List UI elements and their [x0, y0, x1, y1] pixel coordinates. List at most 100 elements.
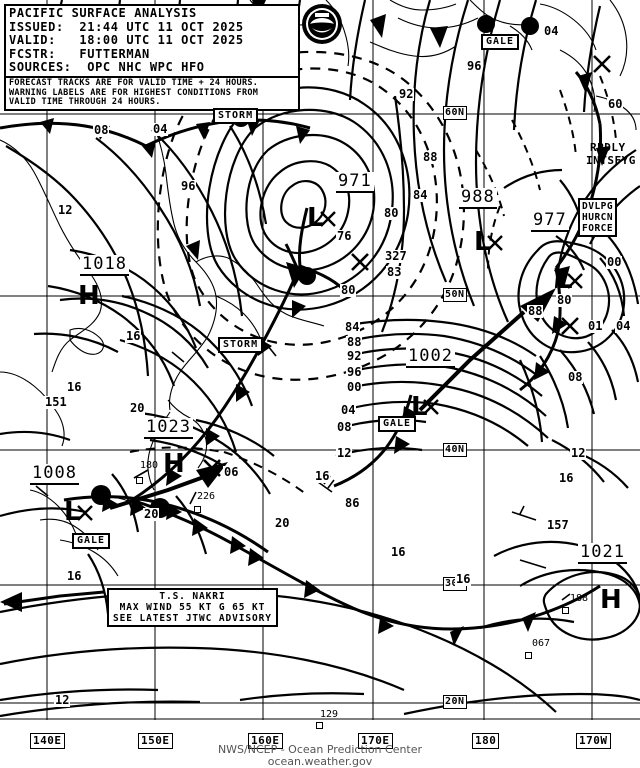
isobar-label: 16 [125, 329, 142, 343]
header-fcstr: FCSTR: FUTTERMAN [9, 46, 150, 61]
lat-label-20n: 20N [443, 695, 467, 709]
isobar-label: 04 [543, 24, 560, 38]
isobar-label: 88 [422, 150, 439, 164]
note-line-1: FORECAST TRACKS ARE FOR VALID TIME + 24 … [9, 78, 259, 88]
header-sources: SOURCES: OPC NHC WPC HFO [9, 60, 205, 74]
hurcn-line-3: FORCE [582, 223, 614, 234]
isobar-label: 08 [567, 370, 584, 384]
isobar-label: 16 [66, 380, 83, 394]
isobar-label: 92 [346, 349, 363, 363]
warning-box-gale: GALE [481, 34, 520, 50]
isobar-label: 86 [344, 496, 361, 510]
header-valid: VALID: 18:00 UTC 11 OCT 2025 [9, 33, 244, 47]
station-plot-value: 129 [320, 709, 339, 720]
isobar-label: 88 [527, 304, 544, 318]
isobar-label: 84 [344, 320, 361, 334]
isobar-label: 04 [340, 403, 357, 417]
lat-label-50n: 50N [443, 288, 467, 302]
system-label-977: 977 [531, 210, 569, 232]
note-line-3: VALID TIME THROUGH 24 HOURS. [9, 97, 161, 107]
credit-line-2: ocean.weather.gov [267, 755, 373, 768]
lon-label-170w: 170W [576, 733, 611, 749]
annotation-rpdly: RPDLY [590, 141, 626, 154]
low-center-marker: L [411, 392, 428, 422]
isobar-label: 16 [558, 471, 575, 485]
system-label-1023: 1023 [144, 417, 193, 439]
station-symbol-icon [562, 607, 569, 614]
lon-label-180: 180 [472, 733, 500, 749]
wind-barbs [35, 345, 571, 601]
lon-label-160e: 160E [248, 733, 283, 749]
system-label-1021: 1021 [578, 542, 627, 564]
credit-line-1: NWS/NCEP - Ocean Prediction Center [217, 743, 423, 756]
station-plot-value: 180 [140, 460, 159, 471]
station-symbol-icon [136, 477, 143, 484]
isobar-label: 76 [336, 229, 353, 243]
station-symbol-icon [316, 722, 323, 729]
isobar-label: 20 [143, 507, 160, 521]
isobar-label: 06 [223, 465, 240, 479]
isobar-label: 96 [180, 179, 197, 193]
station-symbol-icon [525, 652, 532, 659]
warning-box-storm: STORM [213, 108, 259, 124]
isobar-label: 16 [314, 469, 331, 483]
ts-wind: MAX WIND 55 KT G 65 KT [119, 602, 266, 613]
lon-label-140e: 140E [30, 733, 65, 749]
header-box: PACIFIC SURFACE ANALYSIS ISSUED: 21:44 U… [4, 4, 300, 78]
annotation-intsfyg: INTSFYG [586, 154, 636, 167]
header-title: PACIFIC SURFACE ANALYSIS [9, 6, 197, 20]
system-label-1008: 1008 [30, 463, 79, 485]
isobar-label: 16 [390, 545, 407, 559]
high-center-marker: H [163, 449, 185, 479]
forecast-note-box: FORECAST TRACKS ARE FOR VALID TIME + 24 … [4, 76, 300, 111]
note-line-2: WARNING LABELS ARE FOR HIGHEST CONDITION… [9, 87, 259, 98]
system-label-971: 971 [336, 171, 374, 193]
isobar-label: 20 [274, 516, 291, 530]
lon-label-170e: 170E [358, 733, 393, 749]
lon-label-150e: 150E [138, 733, 173, 749]
high-center-marker: H [78, 281, 100, 311]
isobar-label: 96 [466, 59, 483, 73]
isobar-label: 12 [54, 693, 71, 707]
isobar-label: 08 [93, 123, 110, 137]
low-center-marker: L [307, 203, 324, 233]
isobar-label: 00 [346, 380, 363, 394]
lat-label-40n: 40N [443, 443, 467, 457]
station-plot-value: 188 [570, 593, 589, 604]
hurcn-line-1: DVLPG [582, 201, 614, 212]
station-plot-value: 226 [197, 491, 216, 502]
noaa-seal-icon [302, 4, 342, 44]
hurcn-line-2: HURCN [582, 212, 614, 223]
isobar-label: 04 [152, 122, 169, 136]
isobar-label: 20 [129, 401, 146, 415]
ts-name: T.S. NAKRI [159, 591, 226, 602]
isobar-label: 00 [606, 255, 623, 269]
high-center-marker: H [600, 585, 622, 615]
credit-text: NWS/NCEP - Ocean Prediction Center ocean… [0, 744, 640, 768]
isobar-label: 151 [44, 395, 68, 409]
isobar-label: 16 [66, 569, 83, 583]
station-plot-value: 067 [532, 638, 551, 649]
warning-box-gale: GALE [72, 533, 111, 549]
isobar-label: 16 [455, 572, 472, 586]
station-symbol-icon [194, 506, 201, 513]
isobars [0, 0, 640, 718]
isobar-label: 08 [336, 420, 353, 434]
isobar-label: 04 [615, 319, 632, 333]
lat-label-60n: 60N [443, 106, 467, 120]
isobar-label: 327 [384, 249, 408, 263]
tropical-storm-box: T.S. NAKRI MAX WIND 55 KT G 65 KT SEE LA… [107, 588, 278, 627]
isobar-label: 01 [587, 319, 604, 333]
isobar-label: 12 [336, 446, 353, 460]
hurricane-force-box: DVLPG HURCN FORCE [578, 198, 618, 237]
ts-advisory: SEE LATEST JTWC ADVISORY [113, 613, 272, 624]
isobar-label: 157 [546, 518, 570, 532]
forecast-position-markers [203, 55, 611, 477]
system-label-1002: 1002 [406, 346, 455, 368]
low-center-marker: L [64, 497, 81, 527]
system-label-1018: 1018 [80, 254, 129, 276]
warning-box-storm: STORM [218, 337, 264, 353]
isobar-label: 80 [340, 283, 357, 297]
